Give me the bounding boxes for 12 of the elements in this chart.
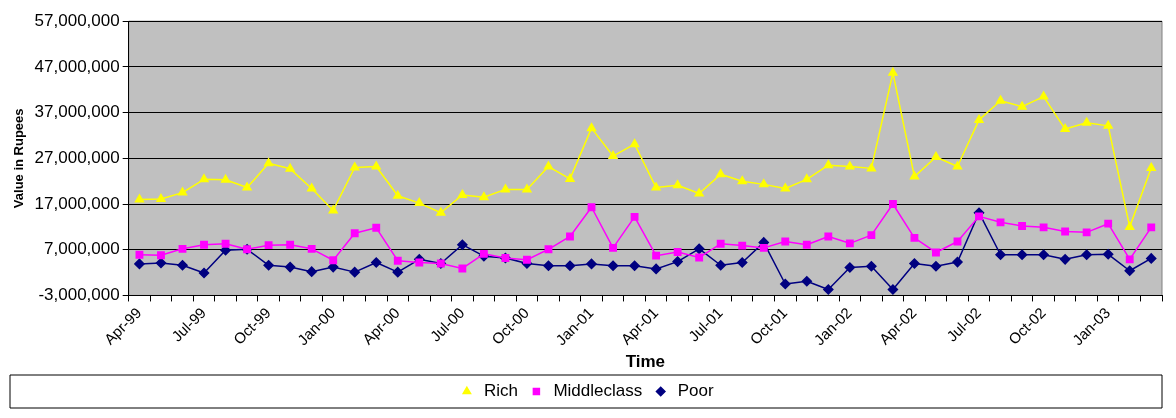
y-tick-label: 57,000,000 <box>34 10 120 30</box>
legend-label: Middleclass <box>553 381 643 401</box>
y-tick-label: 37,000,000 <box>34 102 120 122</box>
legend-label: Poor <box>677 381 714 401</box>
y-tick-label: 27,000,000 <box>34 148 120 168</box>
y-tick-label: 17,000,000 <box>34 193 120 213</box>
y-axis-title: Value in Rupees <box>11 108 27 209</box>
legend-label: Rich <box>483 381 518 401</box>
y-tick-label: -3,000,000 <box>38 285 120 305</box>
y-tick-label: 7,000,000 <box>44 239 120 259</box>
x-axis-title: Time <box>625 352 666 372</box>
y-tick-label: 47,000,000 <box>34 56 120 76</box>
